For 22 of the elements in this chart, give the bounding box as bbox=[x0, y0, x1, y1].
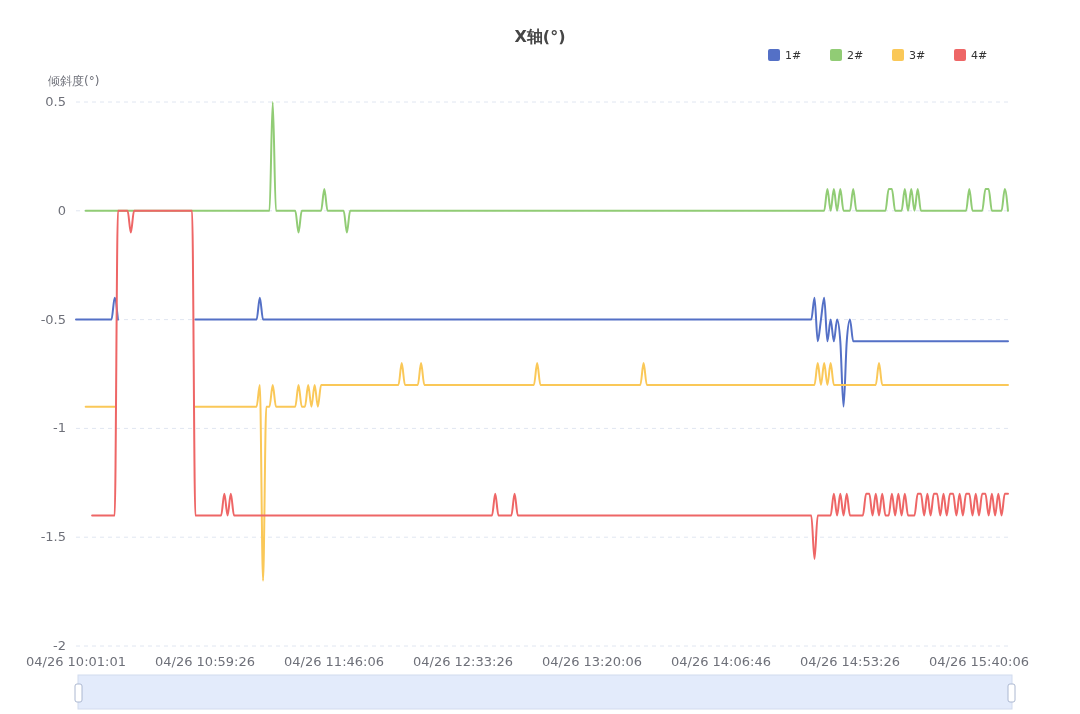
legend-label: 1# bbox=[785, 49, 802, 62]
y-tick-label: -1 bbox=[53, 420, 66, 436]
legend-label: 2# bbox=[847, 49, 864, 62]
legend-label: 4# bbox=[971, 49, 988, 62]
y-tick-label: -0.5 bbox=[40, 311, 66, 327]
chart-title: X轴(°) bbox=[514, 27, 566, 46]
x-tick-label: 04/26 14:53:26 bbox=[799, 654, 900, 669]
legend-label: 3# bbox=[909, 49, 926, 62]
y-tick-label: 0 bbox=[57, 202, 66, 218]
x-tick-label: 04/26 10:59:26 bbox=[155, 654, 255, 669]
line-series bbox=[91, 209, 1009, 560]
x-tick-label: 04/26 10:01:01 bbox=[26, 654, 126, 669]
y-tick-label: -2 bbox=[53, 638, 66, 653]
y-tick-label: -1.5 bbox=[40, 529, 66, 545]
y-tick-label: 0.5 bbox=[45, 94, 66, 109]
x-tick-label: 04/26 13:20:06 bbox=[541, 654, 642, 669]
line-series bbox=[84, 101, 1009, 234]
y-axis-title: 倾斜度(°) bbox=[48, 74, 100, 88]
x-tick-label: 04/26 12:33:26 bbox=[413, 654, 513, 669]
x-tick-label: 04/26 14:06:46 bbox=[670, 654, 771, 669]
x-tick-label: 04/26 11:46:06 bbox=[284, 654, 384, 669]
x-tick-label: 04/26 15:40:06 bbox=[928, 654, 1029, 669]
